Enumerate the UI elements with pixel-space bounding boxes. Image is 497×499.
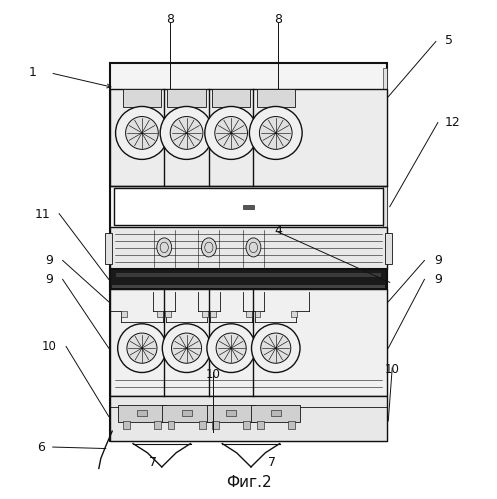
Bar [271,410,281,416]
Bar [110,63,387,441]
Bar [212,421,219,429]
Circle shape [116,106,168,159]
Ellipse shape [157,238,171,257]
Bar [288,421,295,429]
Text: 6: 6 [37,441,45,454]
Bar [181,410,191,416]
Bar [162,405,211,422]
Text: 7: 7 [268,456,276,469]
Bar [167,89,206,107]
Bar [110,89,387,186]
Text: 5: 5 [445,34,453,47]
Bar [291,311,297,317]
Circle shape [171,333,202,363]
Bar [154,421,161,429]
Bar [167,421,174,429]
Text: 12: 12 [445,116,461,129]
Bar [385,233,392,264]
Bar [207,405,255,422]
Bar [243,205,254,209]
Bar [210,311,216,317]
Text: 10: 10 [42,340,57,353]
Circle shape [170,117,203,149]
Bar [251,405,300,422]
Bar [123,421,130,429]
Circle shape [127,333,157,363]
Bar [110,227,387,269]
Text: 10: 10 [205,368,220,381]
Text: 8: 8 [166,13,174,26]
Bar [110,269,387,289]
Circle shape [216,333,246,363]
Bar [112,285,385,288]
Bar [226,410,236,416]
Circle shape [205,106,257,159]
Circle shape [126,117,158,149]
Bar [105,233,112,264]
Bar [121,311,127,317]
Bar [256,89,295,107]
Bar [202,311,208,317]
Bar [123,89,161,107]
Circle shape [207,324,255,373]
Text: 8: 8 [274,13,282,26]
Bar [254,311,260,317]
Text: 10: 10 [385,363,400,376]
Text: 11: 11 [35,208,51,221]
Circle shape [215,117,248,149]
Circle shape [249,106,302,159]
Text: 9: 9 [434,254,442,267]
Bar [116,273,381,277]
Text: 4: 4 [274,224,282,237]
Circle shape [163,324,211,373]
Bar [383,68,387,436]
Bar [110,396,387,441]
Bar [247,311,252,317]
Bar [110,289,387,396]
Ellipse shape [201,238,216,257]
Bar [137,410,147,416]
Text: 7: 7 [149,456,158,469]
Bar [118,405,166,422]
Circle shape [251,324,300,373]
Text: 9: 9 [45,254,53,267]
Ellipse shape [246,238,261,257]
Text: 1: 1 [29,66,37,79]
Text: 9: 9 [45,273,53,286]
Bar [157,311,163,317]
Bar [199,421,206,429]
Bar [257,421,264,429]
Circle shape [160,106,213,159]
Bar [166,311,171,317]
Circle shape [261,333,291,363]
Circle shape [259,117,292,149]
Text: Фиг.2: Фиг.2 [226,475,271,490]
Bar [114,188,383,225]
Circle shape [118,324,166,373]
Bar [212,89,250,107]
Text: 9: 9 [434,273,442,286]
Bar [243,421,250,429]
